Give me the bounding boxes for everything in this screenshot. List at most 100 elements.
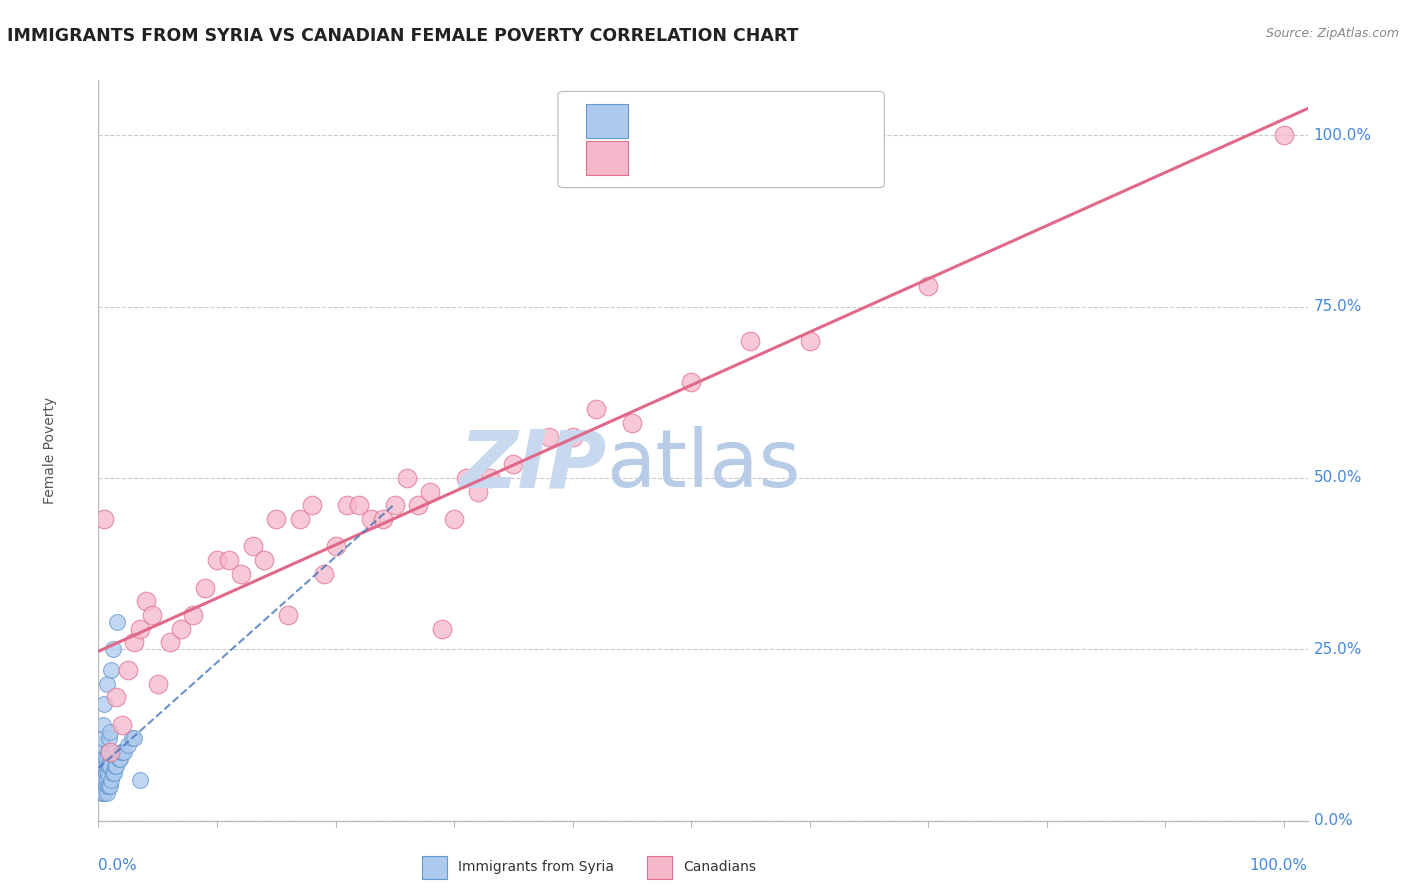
Point bbox=[105, 615, 128, 629]
Point bbox=[229, 566, 252, 581]
Point bbox=[98, 759, 121, 773]
Point bbox=[98, 759, 121, 773]
Point bbox=[384, 498, 406, 512]
Point bbox=[90, 772, 112, 787]
Point bbox=[1272, 128, 1295, 142]
Point bbox=[740, 334, 762, 348]
Text: 0.0%: 0.0% bbox=[98, 858, 138, 873]
Point bbox=[395, 471, 418, 485]
Point bbox=[96, 759, 118, 773]
Point bbox=[301, 498, 323, 512]
Point bbox=[205, 553, 228, 567]
Point bbox=[90, 738, 112, 752]
Point bbox=[218, 553, 240, 567]
Point bbox=[454, 471, 477, 485]
Point bbox=[114, 745, 136, 759]
Point bbox=[100, 663, 122, 677]
Point bbox=[264, 512, 287, 526]
Point bbox=[146, 676, 169, 690]
Point bbox=[110, 745, 132, 759]
Point bbox=[91, 786, 114, 800]
Point bbox=[108, 752, 131, 766]
Point bbox=[96, 786, 118, 800]
Point bbox=[93, 697, 115, 711]
Text: 0.0%: 0.0% bbox=[1313, 814, 1353, 828]
Point bbox=[117, 738, 139, 752]
Point bbox=[159, 635, 181, 649]
Point bbox=[620, 416, 643, 430]
Text: Female Poverty: Female Poverty bbox=[44, 397, 58, 504]
Point bbox=[96, 676, 118, 690]
Point bbox=[347, 498, 370, 512]
Point bbox=[89, 772, 111, 787]
Point bbox=[101, 642, 124, 657]
Point bbox=[97, 765, 120, 780]
Point bbox=[585, 402, 607, 417]
Point bbox=[97, 745, 120, 759]
Point bbox=[360, 512, 382, 526]
FancyBboxPatch shape bbox=[558, 91, 884, 187]
Point bbox=[408, 498, 430, 512]
Point bbox=[478, 471, 501, 485]
Point bbox=[91, 772, 114, 787]
Point bbox=[312, 566, 335, 581]
Point bbox=[105, 690, 128, 705]
Point bbox=[93, 512, 115, 526]
Point bbox=[170, 622, 193, 636]
Text: 75.0%: 75.0% bbox=[1313, 299, 1362, 314]
Text: ZIP: ZIP bbox=[458, 426, 606, 504]
Point bbox=[94, 765, 117, 780]
Point bbox=[105, 759, 128, 773]
Text: 100.0%: 100.0% bbox=[1250, 858, 1308, 873]
Point bbox=[336, 498, 359, 512]
Point bbox=[467, 484, 489, 499]
Point bbox=[107, 752, 129, 766]
Point bbox=[91, 731, 114, 746]
Point bbox=[93, 786, 115, 800]
Point bbox=[121, 731, 143, 746]
Bar bbox=[586, 141, 628, 175]
Point bbox=[89, 765, 111, 780]
Point bbox=[98, 724, 121, 739]
Point bbox=[371, 512, 394, 526]
Point bbox=[93, 759, 115, 773]
Point bbox=[129, 622, 152, 636]
Point bbox=[98, 745, 121, 759]
Point bbox=[181, 607, 204, 622]
Point bbox=[91, 780, 114, 794]
Point bbox=[117, 663, 139, 677]
Point bbox=[135, 594, 157, 608]
Point bbox=[90, 780, 112, 794]
Point bbox=[111, 717, 134, 731]
Text: Immigrants from Syria: Immigrants from Syria bbox=[458, 860, 614, 874]
Point bbox=[89, 780, 111, 794]
Text: 50.0%: 50.0% bbox=[1313, 470, 1362, 485]
Point bbox=[98, 731, 121, 746]
Text: atlas: atlas bbox=[606, 426, 800, 504]
Point bbox=[253, 553, 276, 567]
Point bbox=[103, 765, 125, 780]
Text: R = -0.294   N = 58: R = -0.294 N = 58 bbox=[650, 113, 800, 128]
Point bbox=[94, 780, 117, 794]
Point bbox=[325, 540, 347, 554]
Point bbox=[90, 745, 112, 759]
Point bbox=[122, 635, 145, 649]
Point bbox=[91, 786, 114, 800]
Point bbox=[122, 731, 145, 746]
Point bbox=[242, 540, 264, 554]
Point bbox=[537, 430, 560, 444]
Point bbox=[91, 759, 114, 773]
Point bbox=[89, 752, 111, 766]
Point bbox=[917, 279, 939, 293]
Point bbox=[141, 607, 163, 622]
Point bbox=[89, 759, 111, 773]
Point bbox=[97, 780, 120, 794]
Point bbox=[96, 772, 118, 787]
Point bbox=[104, 759, 127, 773]
Point bbox=[111, 745, 134, 759]
Point bbox=[129, 772, 152, 787]
Point bbox=[100, 772, 122, 787]
Text: 100.0%: 100.0% bbox=[1313, 128, 1371, 143]
Point bbox=[90, 765, 112, 780]
Point bbox=[91, 765, 114, 780]
